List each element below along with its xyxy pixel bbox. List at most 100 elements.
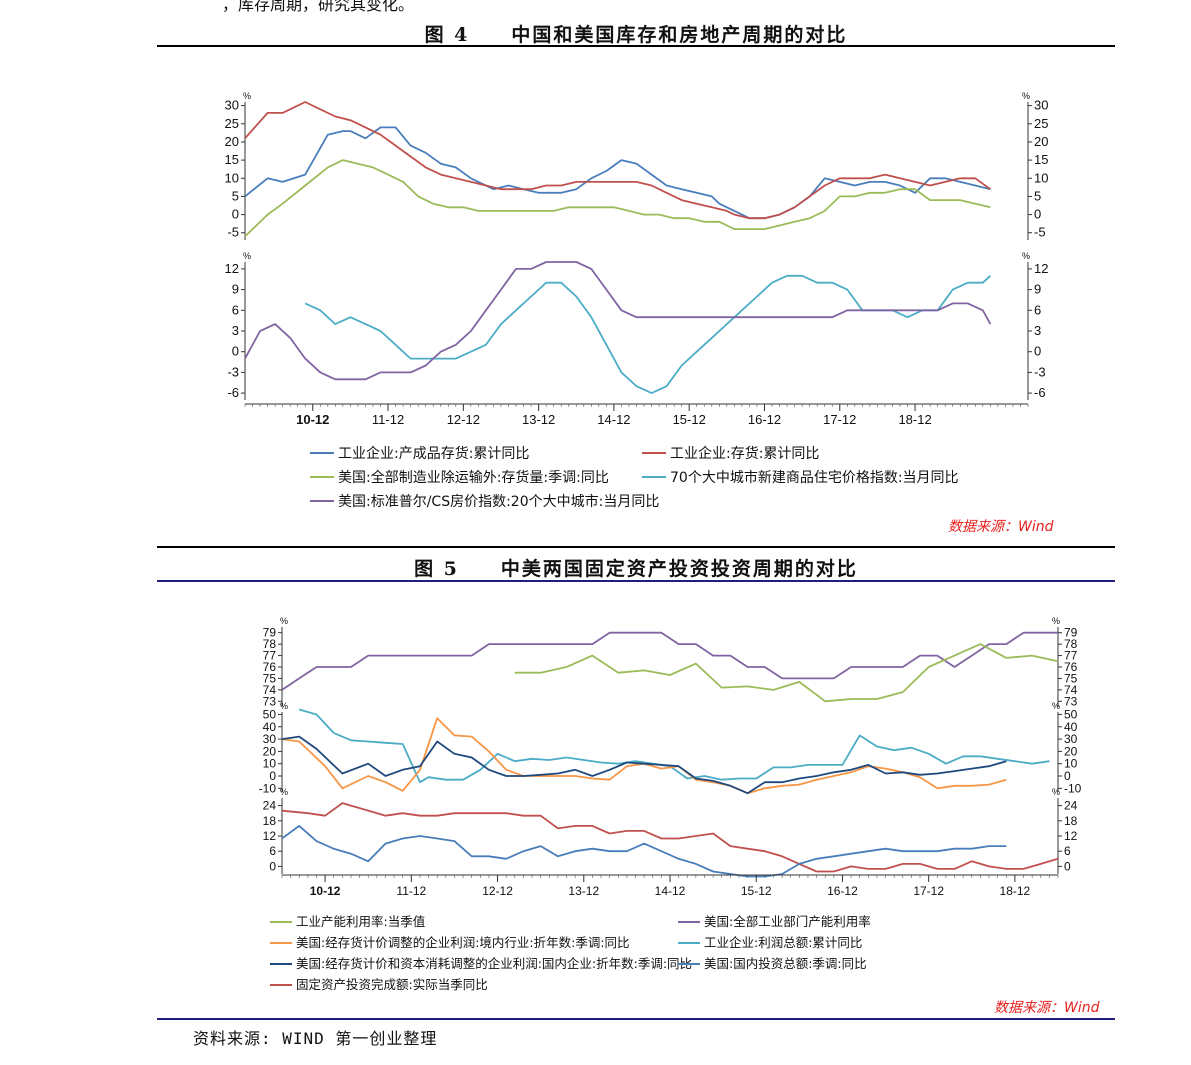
legend-swatch (270, 983, 292, 986)
figure5-legend-item: 工业企业:利润总额:累计同比 (678, 932, 862, 951)
x-tick-label: 17-12 (913, 884, 944, 898)
legend-label: 美国:标准普尔/CS房价指数:20个大中城市:当月同比 (338, 494, 660, 510)
series-line (244, 261, 992, 381)
y-tick-label: 0 (1034, 207, 1041, 222)
y-tick-label: 30 (1034, 98, 1048, 113)
series-line (281, 825, 1007, 878)
footer-source: 资料来源: WIND 第一创业整理 (193, 1029, 438, 1048)
y-tick-label: 6 (269, 844, 276, 858)
y-tick-label: 3 (232, 323, 239, 338)
legend-swatch (310, 452, 334, 454)
figure4-legend-item: 70个大中城市新建商品住宅价格指数:当月同比 (642, 467, 959, 487)
legend-swatch (270, 962, 292, 965)
figure4-legend-item: 美国:标准普尔/CS房价指数:20个大中城市:当月同比 (310, 491, 659, 511)
figure5-legend-item: 美国:国内投资总额:季调:同比 (678, 953, 867, 972)
figure5-legend-item: 工业产能利用率:当季值 (270, 911, 425, 930)
legend-label: 固定资产投资完成额:实际当季同比 (296, 977, 488, 992)
legend-label: 70个大中城市新建商品住宅价格指数:当月同比 (670, 470, 959, 486)
legend-swatch (678, 941, 700, 944)
unit-label-left: % (280, 701, 288, 711)
y-tick-label: 79 (263, 626, 277, 640)
figure5-legend-item: 美国:经存货计价调整的企业利润:境内行业:折年数:季调:同比 (270, 932, 630, 951)
y-tick-label: 12 (1064, 829, 1078, 843)
y-tick-label: 18 (263, 814, 277, 828)
figure5-title: 图 5 中美两国固定资产投资投资周期的对比 (157, 554, 1115, 581)
y-tick-label: 5 (1034, 188, 1041, 203)
y-tick-label: -6 (227, 385, 239, 400)
legend-swatch (270, 941, 292, 944)
y-tick-label: 6 (1034, 302, 1041, 317)
y-tick-label: 9 (232, 282, 239, 297)
series-line (514, 643, 1059, 703)
legend-label: 美国:全部工业部门产能利用率 (704, 914, 871, 929)
y-tick-label: 12 (263, 829, 277, 843)
figure4-title-text: 中国和美国库存和房地产周期的对比 (511, 24, 848, 46)
y-tick-label: 40 (263, 720, 277, 734)
y-tick-label: 78 (263, 637, 277, 651)
x-tick-label: 12-12 (482, 884, 513, 898)
y-tick-label: 20 (263, 744, 277, 758)
y-tick-label: 12 (1034, 261, 1048, 276)
y-tick-label: 10 (263, 757, 277, 771)
y-tick-label: 10 (225, 170, 239, 185)
figure5-title-rule (157, 580, 1115, 582)
figure4-bottom-panel: % % -6 -6 -3 -3 0 0 3 3 6 6 9 9 12 12 (225, 251, 1049, 400)
y-tick-label: 0 (269, 769, 276, 783)
series-line (281, 717, 1007, 795)
y-tick-label: -5 (1034, 225, 1046, 240)
x-tick-label: 14-12 (655, 884, 686, 898)
series-line (304, 274, 992, 394)
y-tick-label: 0 (269, 859, 276, 873)
footer-rule (157, 1018, 1115, 1020)
y-tick-label: 20 (1034, 134, 1048, 149)
figure5-legend-item: 美国:全部工业部门产能利用率 (678, 911, 871, 930)
x-tick-label: 15-12 (741, 884, 772, 898)
x-tick-label: 10-12 (310, 884, 341, 898)
x-tick-label: 16-12 (748, 412, 781, 427)
figure4-source: 数据来源：Wind (948, 519, 1054, 535)
legend-swatch (678, 962, 700, 965)
y-tick-label: 76 (1064, 660, 1078, 674)
legend-swatch (642, 476, 666, 478)
unit-label-left: % (280, 787, 288, 797)
y-tick-label: 9 (1034, 282, 1041, 297)
legend-label: 美国:经存货计价和资本消耗调整的企业利润:国内企业:折年数:季调:同比 (296, 956, 693, 971)
figure4-x-axis: 10-12 11-12 12-12 13-12 14-12 15-12 16-12 17-12… (244, 403, 1029, 427)
y-tick-label: 50 (1064, 707, 1078, 721)
figure4-title: 图 4 中国和美国库存和房地产周期的对比 (157, 20, 1115, 47)
figure5-legend-item: 美国:经存货计价和资本消耗调整的企业利润:国内企业:折年数:季调:同比 (270, 953, 692, 972)
legend-label: 工业企业:利润总额:累计同比 (704, 935, 863, 950)
y-tick-label: 3 (1034, 323, 1041, 338)
y-tick-label: 74 (1064, 683, 1078, 697)
legend-swatch (270, 920, 292, 923)
y-tick-label: 73 (1064, 694, 1078, 708)
series-line (281, 735, 1007, 795)
y-tick-label: 40 (1064, 720, 1078, 734)
y-tick-label: 6 (232, 302, 239, 317)
series-line (298, 708, 1050, 784)
y-tick-label: 10 (1034, 170, 1048, 185)
y-tick-label: 74 (263, 683, 277, 697)
series-line (244, 101, 991, 220)
y-tick-label: 73 (263, 694, 277, 708)
y-tick-label: -3 (1034, 364, 1046, 379)
series-line (281, 802, 1059, 873)
y-tick-label: 0 (232, 344, 239, 359)
figure5-x-axis: 10-12 11-12 12-12 13-12 14-12 15-12 16-12 17-12… (281, 874, 1059, 898)
y-tick-label: 15 (225, 152, 239, 167)
legend-swatch (678, 920, 700, 923)
figure4-legend-item: 工业企业:产成品存货:累计同比 (310, 443, 529, 463)
y-tick-label: 78 (1064, 637, 1078, 651)
unit-label-right: % (1052, 616, 1060, 626)
legend-label: 工业产能利用率:当季值 (296, 914, 426, 929)
x-tick-label: 11-12 (396, 884, 426, 898)
y-tick-label: 76 (263, 660, 277, 674)
y-tick-label: 0 (1064, 859, 1071, 873)
legend-label: 工业企业:产成品存货:累计同比 (338, 446, 530, 462)
x-tick-label: 13-12 (568, 884, 599, 898)
x-tick-label: 11-12 (372, 412, 404, 427)
